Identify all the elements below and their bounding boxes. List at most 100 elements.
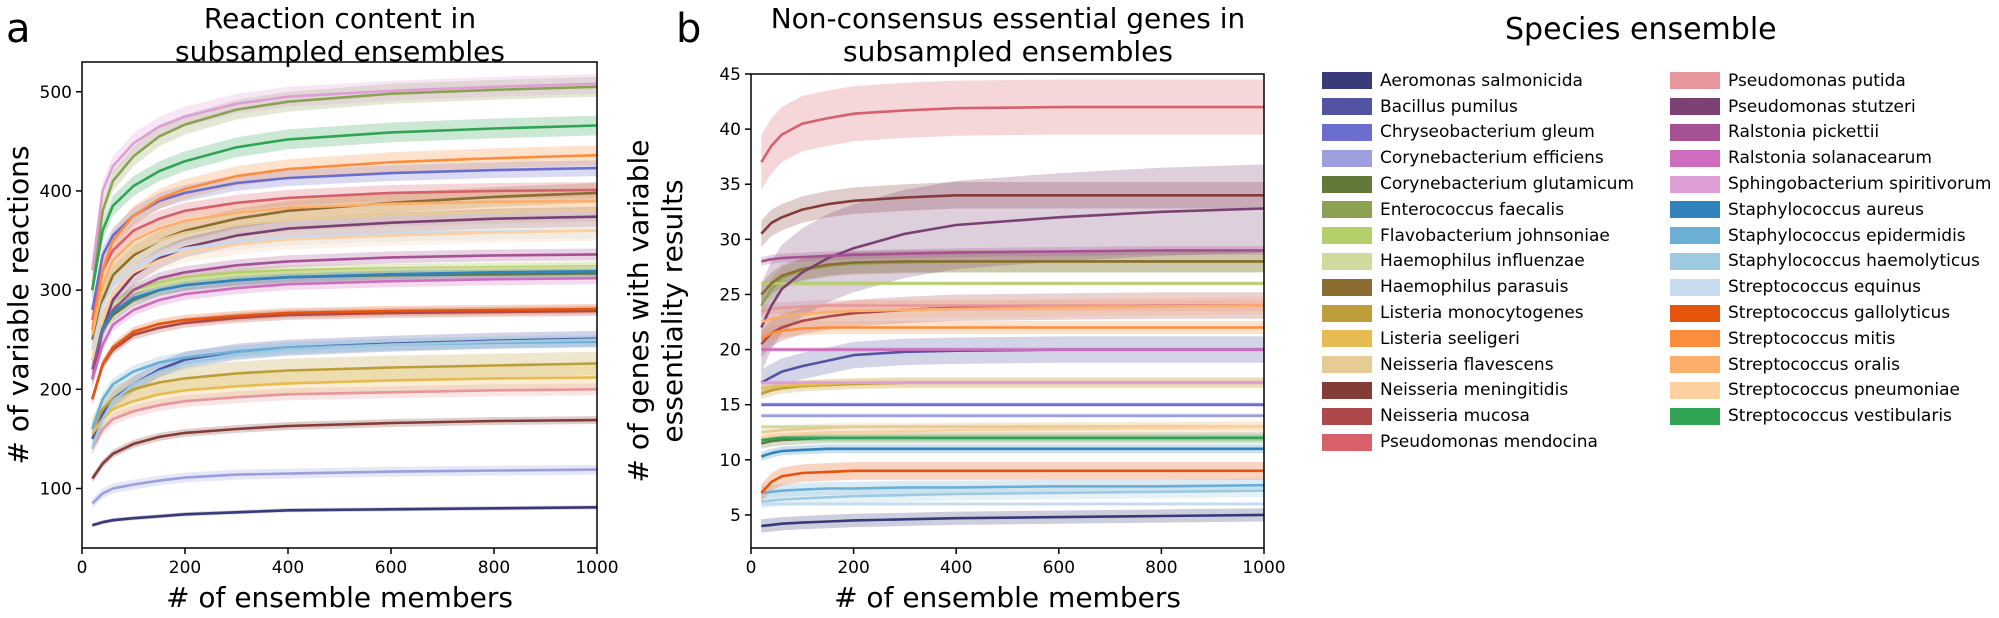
legend-label: Streptococcus mitis xyxy=(1728,328,1896,349)
legend-label: Listeria monocytogenes xyxy=(1380,303,1584,324)
legend-label: Neisseria meningitidis xyxy=(1380,380,1569,401)
legend-label: Sphingobacterium spiritivorum xyxy=(1728,174,1992,195)
legend-swatch xyxy=(1322,278,1372,296)
legend-swatch xyxy=(1322,123,1372,141)
chart-a-line-14 xyxy=(91,188,598,321)
legend-label: Flavobacterium johnsoniae xyxy=(1380,225,1610,246)
chart-b-xtick-label-4: 800 xyxy=(1145,558,1177,578)
legend-label: Pseudomonas stutzeri xyxy=(1728,96,1916,117)
legend-swatch xyxy=(1322,356,1372,374)
legend-item: Staphylococcus haemolyticus xyxy=(1670,249,1991,275)
chart-b-xtick-label-2: 400 xyxy=(940,558,972,578)
legend-column-1: Aeromonas salmonicida Bacillus pumilus Chr… xyxy=(1322,68,1634,455)
legend-item: Ralstonia solanacearum xyxy=(1670,145,1991,171)
chart-a-xlabel: # of ensemble members xyxy=(166,581,513,614)
chart-a-line-26 xyxy=(91,199,598,336)
legend-label: Bacillus pumilus xyxy=(1380,96,1518,117)
chart-b-band-1 xyxy=(761,336,1264,396)
chart-a-line-5 xyxy=(91,85,598,291)
chart-a-axes-frame xyxy=(81,61,598,549)
chart-a-band-21 xyxy=(92,335,598,435)
legend-item: Staphylococcus aureus xyxy=(1670,197,1991,223)
legend-label: Streptococcus pneumoniae xyxy=(1728,380,1960,401)
chart-b-band-22 xyxy=(761,484,1264,509)
legend-label: Staphylococcus epidermidis xyxy=(1728,225,1966,246)
legend-item: Chryseobacterium gleum xyxy=(1322,120,1634,146)
legend-item: Listeria seeligeri xyxy=(1322,326,1634,352)
legend-label: Chryseobacterium gleum xyxy=(1380,122,1595,143)
chart-a-line-20 xyxy=(91,270,598,361)
legend-item: Streptococcus equinus xyxy=(1670,274,1991,300)
chart-a-line-15 xyxy=(91,388,598,450)
legend-swatch xyxy=(1670,407,1720,425)
chart-a-xtick-label-4: 800 xyxy=(478,558,510,578)
legend-item: Enterococcus faecalis xyxy=(1322,197,1634,223)
legend-swatch xyxy=(1322,98,1372,116)
chart-a-band-2 xyxy=(92,160,598,318)
legend-label: Streptococcus gallolyticus xyxy=(1728,303,1951,324)
legend-item: Neisseria meningitidis xyxy=(1322,378,1634,404)
chart-b-ytick-label-8: 45 xyxy=(719,65,741,85)
chart-a-title-line-2: subsampled ensembles xyxy=(175,35,505,68)
chart-a-xtick-label-3: 600 xyxy=(375,558,407,578)
legend-swatch xyxy=(1322,149,1372,167)
legend-item: Pseudomonas mendocina xyxy=(1322,429,1634,455)
legend-swatch xyxy=(1322,304,1372,322)
legend-label: Haemophilus parasuis xyxy=(1380,277,1569,298)
legend-item: Streptococcus pneumoniae xyxy=(1670,378,1991,404)
legend-swatch xyxy=(1322,330,1372,348)
legend-item: Streptococcus oralis xyxy=(1670,352,1991,378)
chart-a-line-9 xyxy=(91,362,598,430)
legend-swatch xyxy=(1670,252,1720,270)
legend-item: Neisseria flavescens xyxy=(1322,352,1634,378)
chart-a-ylabel-line-1: # of variable reactions xyxy=(2,145,35,464)
chart-a-band-1 xyxy=(92,330,598,447)
chart-a-line-18 xyxy=(91,276,598,380)
legend-label: Pseudomonas putida xyxy=(1728,70,1906,91)
legend-label: Streptococcus equinus xyxy=(1728,277,1922,298)
chart-a-ytick-label-1: 200 xyxy=(40,380,72,400)
chart-a-line-19 xyxy=(91,82,598,271)
legend-swatch xyxy=(1670,175,1720,193)
legend-item: Bacillus pumilus xyxy=(1322,94,1634,120)
legend-label: Corynebacterium efficiens xyxy=(1380,148,1604,169)
chart-b-line-12 xyxy=(760,194,1264,235)
legend-label: Haemophilus influenzae xyxy=(1380,251,1585,272)
chart-b-line-21 xyxy=(761,483,1265,495)
legend-item: Streptococcus gallolyticus xyxy=(1670,300,1991,326)
chart-b-ylabel-line-2: essentiality results xyxy=(656,179,689,442)
chart-a-line-25 xyxy=(91,153,598,331)
chart-a-xtick-label-5: 1000 xyxy=(575,558,618,578)
legend-item: Sphingobacterium spiritivorum xyxy=(1670,171,1991,197)
chart-b-line-26 xyxy=(760,304,1265,324)
chart-a-xtick-label-0: 0 xyxy=(77,558,88,578)
legend-item: Ralstonia pickettii xyxy=(1670,120,1991,146)
legend-item: Neisseria mucosa xyxy=(1322,403,1634,429)
chart-a-band-28 xyxy=(92,115,598,300)
chart-a-band-10 xyxy=(92,365,598,446)
legend-label: Staphylococcus haemolyticus xyxy=(1728,251,1980,272)
chart-a-line-23 xyxy=(91,229,598,350)
chart-b-line-28 xyxy=(761,436,1264,442)
legend-swatch xyxy=(1670,201,1720,219)
chart-a-line-11 xyxy=(91,208,598,331)
chart-b-xtick-label-3: 600 xyxy=(1043,558,1075,578)
legend-swatch xyxy=(1670,278,1720,296)
chart-b-ytick-label-0: 5 xyxy=(730,506,741,526)
chart-a-band-4 xyxy=(92,267,598,366)
chart-b-ytick-label-7: 40 xyxy=(719,120,741,140)
chart-a-line-10 xyxy=(91,376,598,435)
legend-item: Corynebacterium glutamicum xyxy=(1322,171,1634,197)
chart-a-band-26 xyxy=(92,190,598,345)
chart-a-line-28 xyxy=(91,124,598,291)
chart-a-band-22 xyxy=(92,333,598,455)
legend-item: Streptococcus mitis xyxy=(1670,326,1991,352)
chart-b-line-22 xyxy=(761,489,1265,503)
legend-swatch xyxy=(1670,98,1720,116)
chart-b-ytick-label-6: 35 xyxy=(719,175,741,195)
legend-swatch xyxy=(1670,304,1720,322)
legend-item: Haemophilus influenzae xyxy=(1322,249,1634,275)
legend-label: Streptococcus oralis xyxy=(1728,354,1900,375)
chart-b-line-14 xyxy=(760,105,1264,163)
